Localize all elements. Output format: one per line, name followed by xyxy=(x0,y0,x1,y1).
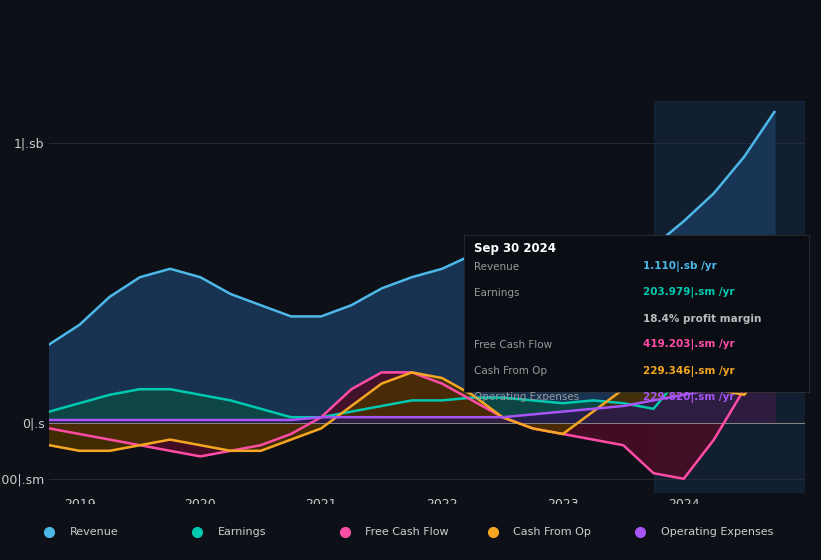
Text: 203.979|.sm /yr: 203.979|.sm /yr xyxy=(643,287,735,298)
Text: Cash From Op: Cash From Op xyxy=(513,527,591,537)
Text: Operating Expenses: Operating Expenses xyxy=(661,527,773,537)
Text: Earnings: Earnings xyxy=(475,288,520,298)
Text: Revenue: Revenue xyxy=(70,527,118,537)
Text: Free Cash Flow: Free Cash Flow xyxy=(475,340,553,350)
Text: 1.110|.sb /yr: 1.110|.sb /yr xyxy=(643,261,717,272)
Text: Revenue: Revenue xyxy=(475,262,520,272)
Text: Operating Expenses: Operating Expenses xyxy=(475,392,580,402)
Text: 419.203|.sm /yr: 419.203|.sm /yr xyxy=(643,339,735,351)
Text: Free Cash Flow: Free Cash Flow xyxy=(365,527,449,537)
Text: Earnings: Earnings xyxy=(218,527,266,537)
Text: 18.4% profit margin: 18.4% profit margin xyxy=(643,314,762,324)
Text: 229.820|.sm /yr: 229.820|.sm /yr xyxy=(643,392,735,403)
Bar xyxy=(654,101,817,493)
Text: 229.346|.sm /yr: 229.346|.sm /yr xyxy=(643,366,735,376)
Text: Sep 30 2024: Sep 30 2024 xyxy=(475,242,556,255)
Text: Cash From Op: Cash From Op xyxy=(475,366,548,376)
